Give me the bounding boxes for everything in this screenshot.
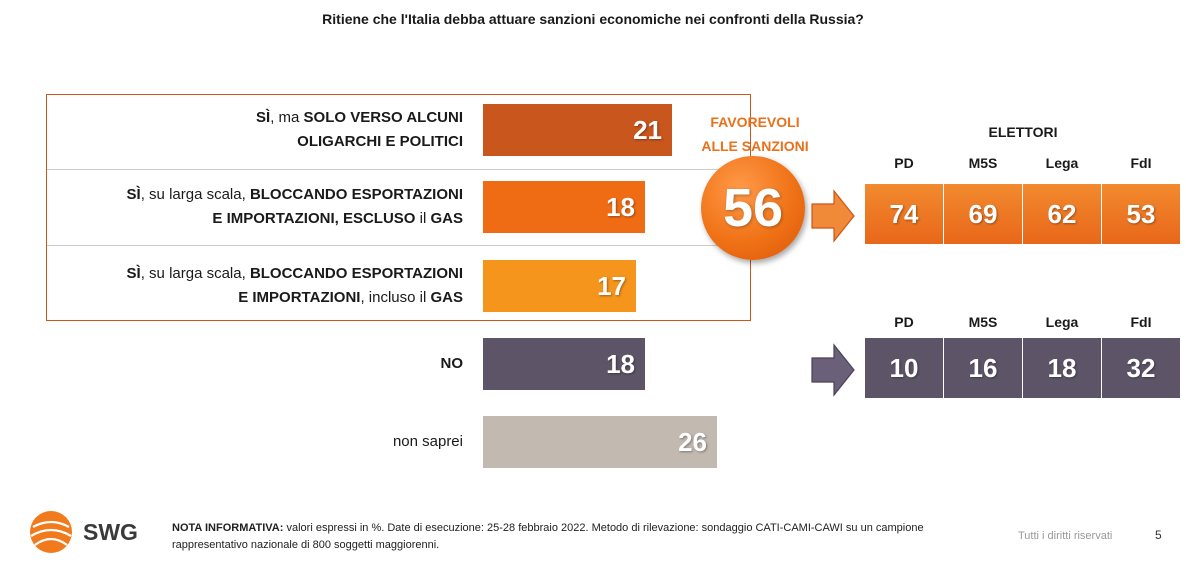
favorevoli-total-circle: 56	[701, 156, 805, 260]
category-label-part: NO	[440, 355, 464, 372]
bar: 17	[483, 260, 636, 312]
party-value-cell: 74	[865, 184, 943, 244]
bar-value-label: 18	[606, 349, 635, 379]
party-header: M5S	[968, 314, 998, 330]
party-header: Lega	[1045, 155, 1079, 171]
row-separator	[47, 245, 750, 246]
category-label: non saprei	[393, 430, 463, 454]
brand-name: SWG	[83, 519, 138, 545]
bar: 18	[483, 338, 645, 390]
favorevoli-label: FAVOREVOLI ALLE SANZIONI	[690, 110, 820, 158]
bar: 21	[483, 104, 672, 156]
category-label-part: OLIGARCHI E POLITICI	[297, 133, 463, 150]
party-header: M5S	[968, 155, 998, 171]
party-value-cell: 10	[865, 338, 943, 398]
category-label-part: SÌ	[126, 186, 141, 203]
category-label-part: , su larga scala,	[140, 186, 250, 203]
row-separator	[47, 169, 750, 170]
category-label: SÌ, ma SOLO VERSO ALCUNI OLIGARCHI E POLI…	[256, 106, 463, 154]
category-label-part: SOLO VERSO ALCUNI	[303, 109, 463, 126]
nota-label: NOTA INFORMATIVA:	[172, 522, 284, 534]
arrow-right-icon	[811, 343, 855, 397]
category-label-part: GAS	[430, 210, 463, 227]
bar-value-label: 18	[606, 192, 635, 222]
party-value-cell: 32	[1102, 338, 1180, 398]
party-header: PD	[894, 314, 914, 330]
category-label-part: , ma	[270, 109, 304, 126]
favorevoli-label-line2: ALLE SANZIONI	[701, 138, 809, 154]
category-label: NO	[441, 352, 464, 376]
party-header: FdI	[1130, 314, 1152, 330]
nota-text: valori espressi in %. Date di esecuzione…	[172, 522, 924, 551]
bar-value-label: 26	[678, 427, 707, 457]
arrow-right-icon	[811, 189, 855, 243]
bar: 18	[483, 181, 645, 233]
category-label-part: non saprei	[392, 433, 463, 450]
chart-title: Ritiene che l'Italia debba attuare sanzi…	[322, 11, 864, 27]
bar-value-label: 21	[633, 115, 662, 145]
category-label-part: E IMPORTAZIONI, ESCLUSO	[212, 210, 416, 227]
nota-informativa: NOTA INFORMATIVA: valori espressi in %. …	[172, 520, 1002, 554]
party-value-cell: 53	[1102, 184, 1180, 244]
party-value-cell: 16	[944, 338, 1022, 398]
party-header: PD	[894, 155, 914, 171]
category-label-part: SÌ	[126, 265, 141, 282]
party-value-cell: 69	[944, 184, 1022, 244]
bar: 26	[483, 416, 717, 468]
page-number: 5	[1155, 528, 1162, 542]
swg-logo-icon	[30, 511, 72, 553]
category-label-part: , su larga scala,	[140, 265, 250, 282]
category-label-part: BLOCCANDO ESPORTAZIONI	[249, 186, 463, 203]
party-header: Lega	[1045, 314, 1079, 330]
category-label-part: SÌ	[256, 109, 271, 126]
favorevoli-label-line1: FAVOREVOLI	[710, 114, 800, 130]
party-value-cell: 18	[1023, 338, 1101, 398]
category-label-part: E IMPORTAZIONI	[238, 289, 361, 306]
rights-notice: Tutti i diritti riservati	[1018, 530, 1113, 542]
category-label: SÌ, su larga scala, BLOCCANDO ESPORTAZIO…	[127, 183, 463, 231]
category-label: SÌ, su larga scala, BLOCCANDO ESPORTAZIO…	[127, 262, 463, 310]
category-label-part: il	[415, 210, 431, 227]
category-label-part: GAS	[430, 289, 463, 306]
category-label-part: BLOCCANDO ESPORTAZIONI	[249, 265, 463, 282]
bar-value-label: 17	[597, 271, 626, 301]
party-value-cell: 62	[1023, 184, 1101, 244]
category-label-part: , incluso il	[360, 289, 431, 306]
elettori-label: ELETTORI	[988, 124, 1058, 140]
party-header: FdI	[1130, 155, 1152, 171]
